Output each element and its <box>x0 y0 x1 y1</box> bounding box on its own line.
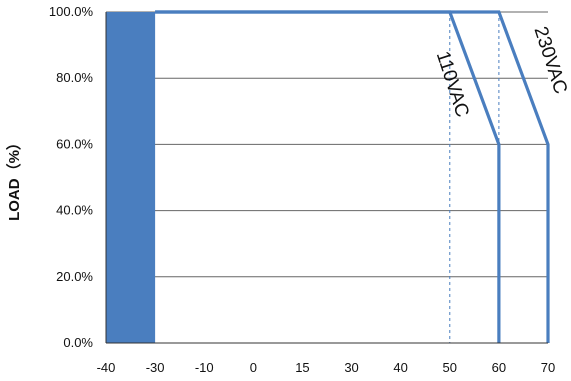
y-tick-label: 20.0% <box>56 269 93 284</box>
reference-lines <box>449 12 500 343</box>
y-axis-label: LOAD（%） <box>5 135 23 221</box>
grid-lines <box>106 11 548 278</box>
x-tick-label: 0 <box>250 360 257 375</box>
series-label-230vac: 230VAC <box>530 24 571 96</box>
x-tick-label: 70 <box>541 360 555 375</box>
y-tick-label: 40.0% <box>56 203 93 218</box>
x-tick-label: -30 <box>146 360 165 375</box>
x-tick-labels: -40 -30 -10 0 15 30 40 50 60 70 <box>97 360 556 375</box>
x-tick-label: -10 <box>195 360 214 375</box>
x-tick-label: 50 <box>443 360 457 375</box>
x-tick-label: 30 <box>344 360 358 375</box>
axes <box>105 12 548 344</box>
y-tick-label: 0.0% <box>63 335 93 350</box>
series-line-230vac <box>155 10 550 343</box>
series-lines <box>155 10 550 343</box>
x-tick-label: 40 <box>393 360 407 375</box>
shaded-region-rect <box>106 12 156 343</box>
y-tick-label: 80.0% <box>56 70 93 85</box>
x-tick-label: 15 <box>295 360 309 375</box>
y-tick-label: 100.0% <box>49 4 94 19</box>
y-tick-label: 60.0% <box>56 136 93 151</box>
y-tick-labels: 0.0% 20.0% 40.0% 60.0% 80.0% 100.0% <box>49 4 94 350</box>
x-tick-label: 60 <box>492 360 506 375</box>
shaded-region <box>106 12 156 343</box>
x-tick-label: -40 <box>97 360 116 375</box>
